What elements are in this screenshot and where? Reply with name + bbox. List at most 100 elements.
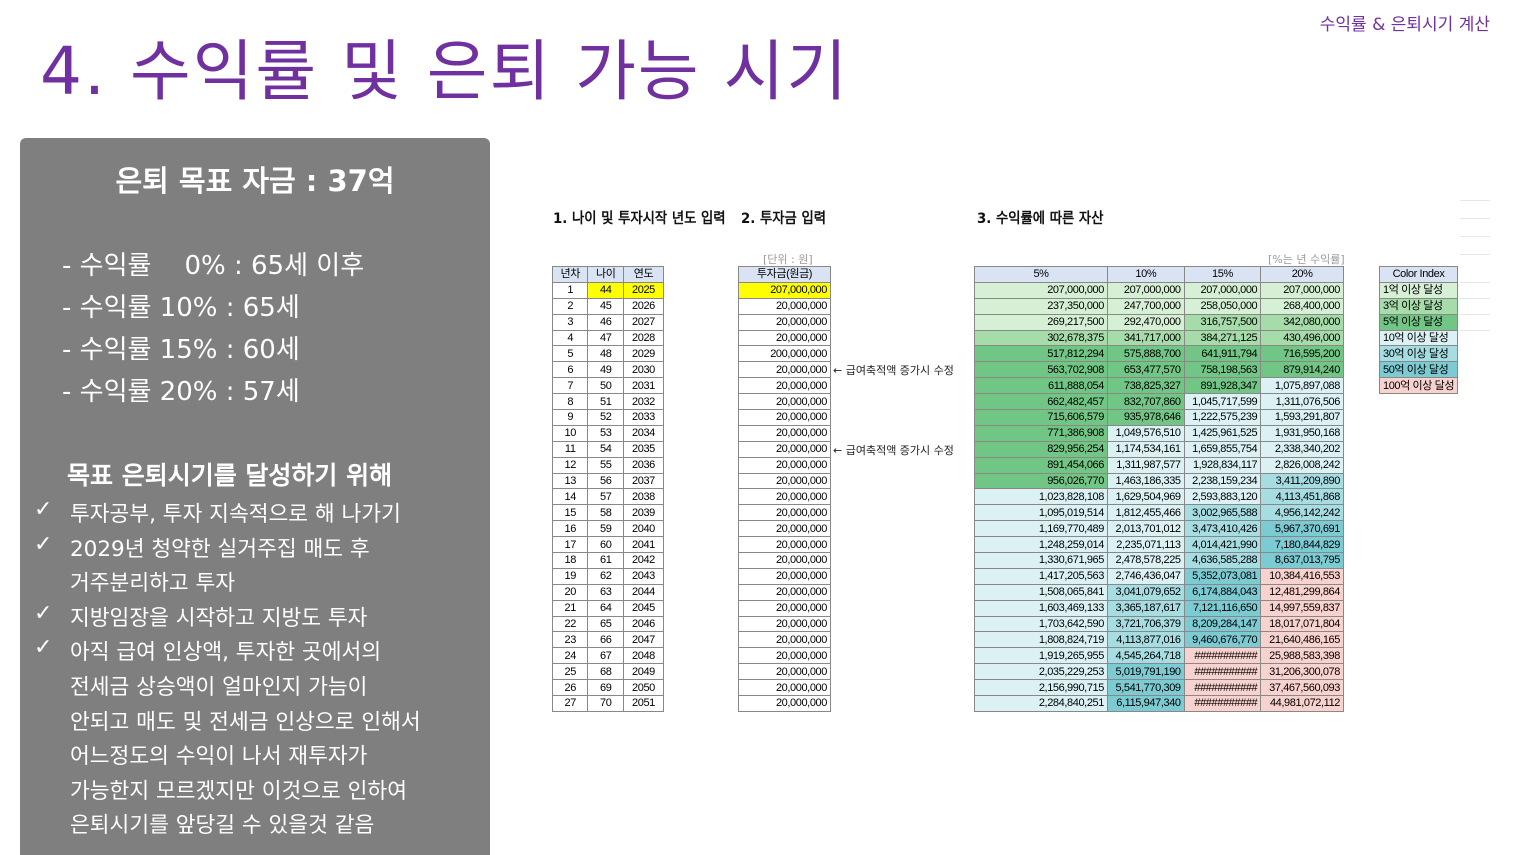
table-row: 20,000,000	[738, 583, 831, 601]
investment-cell[interactable]: 20,000,000	[738, 377, 831, 395]
table-row: 20,000,000	[738, 504, 831, 522]
legend-row: 1억 이상 달성	[1378, 281, 1459, 299]
asset-cell: 268,400,000	[1260, 297, 1344, 315]
investment-cell[interactable]: 20,000,000	[738, 456, 831, 474]
investment-cell[interactable]: 20,000,000	[738, 488, 831, 506]
column-header: Color Index	[1378, 266, 1459, 283]
asset-cell: 2,746,436,047	[1107, 567, 1185, 585]
table-row: 1,169,770,489 2,013,701,012 3,473,410,426 5…	[974, 520, 1344, 538]
asset-cell: 8,209,284,147	[1183, 615, 1262, 633]
table-row: 14 57 2038	[551, 488, 665, 506]
investment-cell[interactable]: 20,000,000	[738, 313, 831, 331]
year-index-cell: 23	[551, 631, 589, 649]
year-cell: 2044	[622, 583, 665, 601]
investment-cell[interactable]: 20,000,000	[738, 504, 831, 522]
investment-cell[interactable]: 20,000,000	[738, 567, 831, 585]
investment-cell[interactable]: 20,000,000	[738, 440, 831, 458]
age-cell: 59	[587, 520, 624, 538]
column-header: 15%	[1183, 266, 1262, 283]
investment-cell[interactable]: 20,000,000	[738, 615, 831, 633]
table-row: 20,000,000	[738, 329, 831, 347]
investment-cell[interactable]: 20,000,000	[738, 647, 831, 665]
investment-cell[interactable]: 207,000,000	[738, 281, 831, 299]
asset-cell: 716,595,200	[1260, 345, 1344, 363]
asset-cell: 4,014,421,990	[1183, 536, 1262, 554]
table-row: 200,000,000	[738, 345, 831, 363]
legend-row: 30억 이상 달성	[1378, 345, 1459, 363]
table-row: 15 58 2039	[551, 504, 665, 522]
asset-cell: 430,496,000	[1260, 329, 1344, 347]
investment-cell[interactable]: 20,000,000	[738, 599, 831, 617]
year-cell[interactable]: 2025	[622, 281, 665, 299]
year-index-cell: 8	[551, 393, 589, 411]
asset-cell: ###########	[1183, 663, 1262, 681]
year-cell: 2035	[622, 440, 665, 458]
age-cell: 47	[587, 329, 624, 347]
investment-cell[interactable]: 20,000,000	[738, 695, 831, 712]
table-row: 20,000,000	[738, 647, 831, 665]
investment-cell[interactable]: 20,000,000	[738, 520, 831, 538]
investment-cell[interactable]: 20,000,000	[738, 361, 831, 379]
asset-cell: 1,603,469,133	[974, 599, 1108, 617]
investment-cell[interactable]: 20,000,000	[738, 472, 831, 490]
asset-cell: 2,478,578,225	[1107, 552, 1185, 569]
table-row: 715,606,579 935,978,646 1,222,575,239 1,593…	[974, 409, 1344, 426]
table-row: 9 52 2033	[551, 409, 665, 426]
investment-cell[interactable]: 20,000,000	[738, 424, 831, 442]
year-cell: 2036	[622, 456, 665, 474]
check-icon: ✓	[34, 497, 53, 522]
year-index-cell: 18	[551, 552, 589, 569]
year-index-cell: 7	[551, 377, 589, 395]
investment-cell[interactable]: 20,000,000	[738, 536, 831, 554]
column-header: 5%	[974, 266, 1108, 283]
asset-cell: 1,463,186,335	[1107, 472, 1185, 490]
age-cell: 51	[587, 393, 624, 411]
table-row: 563,702,908 653,477,570 758,198,563 879,914…	[974, 361, 1344, 379]
year-index-cell: 26	[551, 679, 589, 697]
investment-cell[interactable]: 20,000,000	[738, 297, 831, 315]
investment-cell[interactable]: 20,000,000	[738, 631, 831, 649]
asset-cell: 563,702,908	[974, 361, 1108, 379]
table-row: 21 64 2045	[551, 599, 665, 617]
investment-cell[interactable]: 20,000,000	[738, 552, 831, 569]
investment-cell[interactable]: 20,000,000	[738, 663, 831, 681]
table-row: 20,000,000	[738, 663, 831, 681]
age-cell: 48	[587, 345, 624, 363]
table-row: 1,023,828,108 1,629,504,969 2,593,883,120 4…	[974, 488, 1344, 506]
age-cell: 63	[587, 583, 624, 601]
investment-cell[interactable]: 200,000,000	[738, 345, 831, 363]
age-cell: 55	[587, 456, 624, 474]
investment-cell[interactable]: 20,000,000	[738, 393, 831, 411]
age-cell: 50	[587, 377, 624, 395]
investment-cell[interactable]: 20,000,000	[738, 409, 831, 426]
age-cell: 64	[587, 599, 624, 617]
age-cell: 70	[587, 695, 624, 712]
plan-item: 전세금 상승액이 얼마인지 가늠이	[70, 675, 368, 700]
age-cell: 49	[587, 361, 624, 379]
asset-cell: 3,365,187,617	[1107, 599, 1185, 617]
return-rate-line: - 수익률 20% : 57세	[62, 377, 300, 407]
investment-cell[interactable]: 20,000,000	[738, 329, 831, 347]
asset-cell: 5,352,073,081	[1183, 567, 1262, 585]
asset-cell: 4,113,877,016	[1107, 631, 1185, 649]
age-cell: 52	[587, 409, 624, 426]
investment-cell[interactable]: 20,000,000	[738, 679, 831, 697]
asset-cell: 4,545,264,718	[1107, 647, 1185, 665]
asset-cell: 2,593,883,120	[1183, 488, 1262, 506]
table-row: 23 66 2047	[551, 631, 665, 649]
asset-cell: 269,217,500	[974, 313, 1108, 331]
asset-cell: 771,386,908	[974, 424, 1108, 442]
table-row: 1,508,065,841 3,041,079,652 6,174,884,043 1…	[974, 583, 1344, 601]
year-index-cell: 25	[551, 663, 589, 681]
asset-cell: 342,080,000	[1260, 313, 1344, 331]
age-cell[interactable]: 44	[587, 281, 624, 299]
asset-cell: 258,050,000	[1183, 297, 1262, 315]
year-index-cell: 13	[551, 472, 589, 490]
asset-cell: 7,121,116,650	[1183, 599, 1262, 617]
asset-cell: 7,180,844,829	[1260, 536, 1344, 554]
asset-cell: 14,997,559,837	[1260, 599, 1344, 617]
investment-cell[interactable]: 20,000,000	[738, 583, 831, 601]
asset-cell: 10,384,416,553	[1260, 567, 1344, 585]
asset-cell: ###########	[1183, 679, 1262, 697]
asset-cell: 2,235,071,113	[1107, 536, 1185, 554]
